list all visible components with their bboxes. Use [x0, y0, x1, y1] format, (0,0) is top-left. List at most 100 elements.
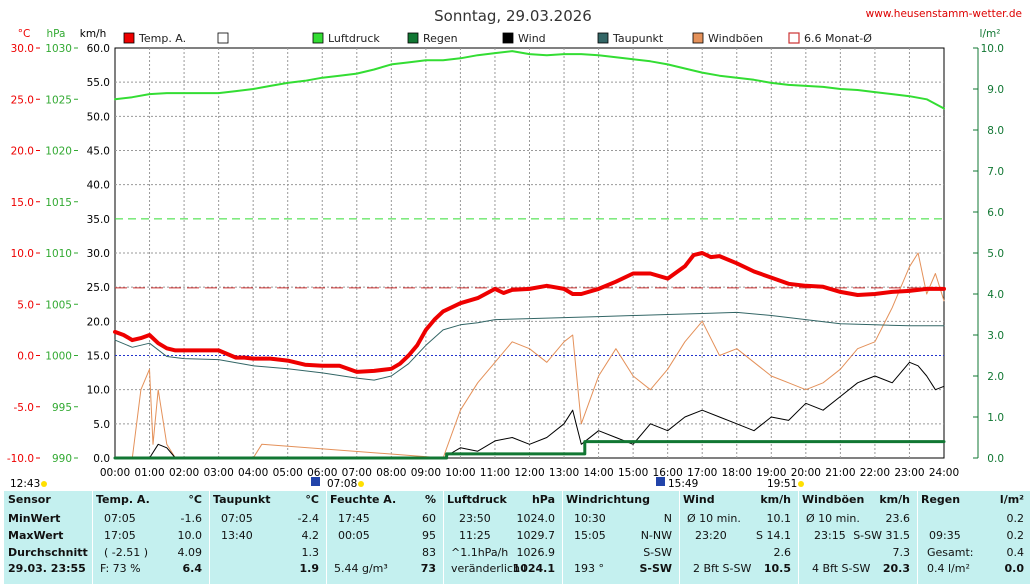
stats-label-min: MinWert — [8, 512, 61, 525]
dir-min-value: N — [663, 512, 672, 525]
dew-min-time: 07:05 — [221, 512, 253, 525]
stats-header-wind: Wind — [683, 493, 715, 506]
legend-swatch-dewpoint — [597, 32, 609, 44]
sun-icon-left — [41, 481, 47, 487]
time-tick-label: 16:00 — [653, 467, 683, 479]
pressure-series — [114, 50, 945, 110]
dew-max-value: 4.2 — [301, 529, 320, 542]
noon-time: 15:49 — [668, 478, 698, 490]
hum-max-time: 00:05 — [338, 529, 370, 542]
time-tick-label: 04:00 — [238, 467, 268, 479]
time-tick-label: 21:00 — [825, 467, 855, 479]
stats-col-humidity: Feuchte A.% 17:45 60 00:05 95 83 5.44 g/m³… — [330, 491, 440, 584]
legend-swatch-gust — [692, 32, 704, 44]
temp-tick-label: 10.0 — [11, 248, 34, 260]
rain-unit: l/m² — [980, 28, 1001, 40]
time-tick-label: 19:00 — [756, 467, 786, 479]
wind-min-value: 10.1 — [766, 512, 792, 525]
time-tick-label: 13:00 — [549, 467, 579, 479]
stats-header-wind-unit: km/h — [760, 493, 791, 506]
wind-max-time: 23:20 — [695, 529, 727, 542]
stats-header-temp-unit: °C — [188, 493, 202, 506]
press-max-value: 1029.7 — [516, 529, 556, 542]
rain-tick-label: 4.0 — [987, 289, 1004, 301]
rain-total-value: 0.4 — [1006, 546, 1025, 559]
stats-header-press: Luftdruck — [447, 493, 507, 506]
wind-tick-label: 15.0 — [87, 351, 110, 363]
dew-current-value: 1.9 — [299, 562, 320, 575]
time-tick-label: 17:00 — [687, 467, 717, 479]
time-tick-label: 01:00 — [134, 467, 164, 479]
stats-header-gust-unit: km/h — [879, 493, 910, 506]
stats-header-sensor: Sensor — [8, 493, 51, 506]
hum-current-value: 73 — [420, 562, 436, 575]
time-tick-label: 05:00 — [273, 467, 303, 479]
time-tick-label: 10:00 — [445, 467, 475, 479]
series-layer — [113, 50, 946, 460]
dew-min-value: -2.4 — [297, 512, 319, 525]
time-tick-label: 03:00 — [203, 467, 233, 479]
tick-labels: 30.0 25.0 20.0 15.0 10.0 5.0 0.0 -5.0 -10.0 1030 1… — [7, 43, 1004, 479]
time-tick-label: 02:00 — [169, 467, 199, 479]
legend-swatch-avg — [788, 32, 800, 44]
temp-min-time: 07:05 — [104, 512, 136, 525]
wind-tick-label: 25.0 — [87, 282, 110, 294]
time-tick-label: 00:00 — [100, 467, 130, 479]
press-max-time: 11:25 — [459, 529, 491, 542]
stats-col-winddir: Windrichtung 10:30 N 15:05 N-NW S-SW 193 °… — [566, 491, 676, 584]
dew-avg-value: 1.3 — [301, 546, 320, 559]
rain-tick-label: 0.0 — [987, 453, 1004, 465]
pressure-tick-label: 1005 — [45, 299, 72, 311]
time-tick-label: 12:00 — [514, 467, 544, 479]
temp-tick-label: 15.0 — [11, 197, 34, 209]
press-current-value: 1024.1 — [512, 562, 555, 575]
time-tick-label: 20:00 — [791, 467, 821, 479]
legend-wind: Wind — [518, 32, 546, 45]
press-min-time: 23:50 — [459, 512, 491, 525]
rain-total-label: Gesamt: — [927, 546, 974, 559]
rain-tick-label: 8.0 — [987, 125, 1004, 137]
wind-min-note: Ø 10 min. — [687, 512, 741, 525]
rain-tick-label: 10.0 — [981, 43, 1004, 55]
rain-current-value: 0.0 — [1004, 562, 1025, 575]
stats-header-rain: Regen — [921, 493, 961, 506]
temp-avg-value: 4.09 — [177, 546, 203, 559]
wind-tick-label: 5.0 — [93, 419, 110, 431]
hum-current-note: 5.44 g/m³ — [334, 562, 388, 575]
site-link[interactable]: www.heusenstamm-wetter.de — [866, 8, 1022, 20]
gust-min-value: 23.6 — [885, 512, 911, 525]
wind-tick-label: 20.0 — [87, 316, 110, 328]
temp-min-value: -1.6 — [180, 512, 202, 525]
sun-info: 12:43 07:08 15:49 19:51 — [10, 477, 804, 490]
stats-label-avg: Durchschnitt — [8, 546, 88, 559]
press-trend: ^1.1hPa/h — [451, 546, 509, 559]
wind-current-value: 10.5 — [763, 562, 791, 575]
stats-col-sensor: Sensor MinWert MaxWert Durchschnitt 29.0… — [8, 491, 92, 584]
legend-avg: 6.6 Monat-Ø — [804, 32, 872, 45]
press-avg-value: 1026.9 — [516, 546, 556, 559]
stats-col-wind: Wind km/h Ø 10 min. 10.1 23:20 S 14.1 2.6 2… — [683, 491, 795, 584]
chart-title: Sonntag, 29.03.2026 — [434, 7, 592, 25]
temp-tick-label: 30.0 — [11, 43, 34, 55]
statistics-panel: Sensor MinWert MaxWert Durchschnitt 29.0… — [4, 491, 1030, 584]
dir-current-degrees: 193 ° — [574, 562, 604, 575]
legend-swatch-wind — [502, 32, 514, 44]
temp-unit: °C — [18, 28, 31, 40]
pressure-tick-label: 1000 — [45, 351, 72, 363]
time-tick-label: 24:00 — [929, 467, 959, 479]
temperature-series — [113, 251, 946, 374]
stats-header-dew-unit: °C — [305, 493, 319, 506]
dir-min-time: 10:30 — [574, 512, 606, 525]
temp-max-time: 17:05 — [104, 529, 136, 542]
sunrise-icon — [311, 477, 320, 486]
time-tick-label: 07:00 — [342, 467, 372, 479]
time-tick-label: 18:00 — [722, 467, 752, 479]
wind-unit: km/h — [80, 28, 107, 40]
dew-max-time: 13:40 — [221, 529, 253, 542]
time-tick-label: 14:00 — [583, 467, 613, 479]
wind-max-value: S 14.1 — [756, 529, 791, 542]
pressure-tick-label: 1025 — [45, 94, 72, 106]
rain-min-value: 0.2 — [1006, 512, 1025, 525]
temp-max-value: 10.0 — [177, 529, 203, 542]
